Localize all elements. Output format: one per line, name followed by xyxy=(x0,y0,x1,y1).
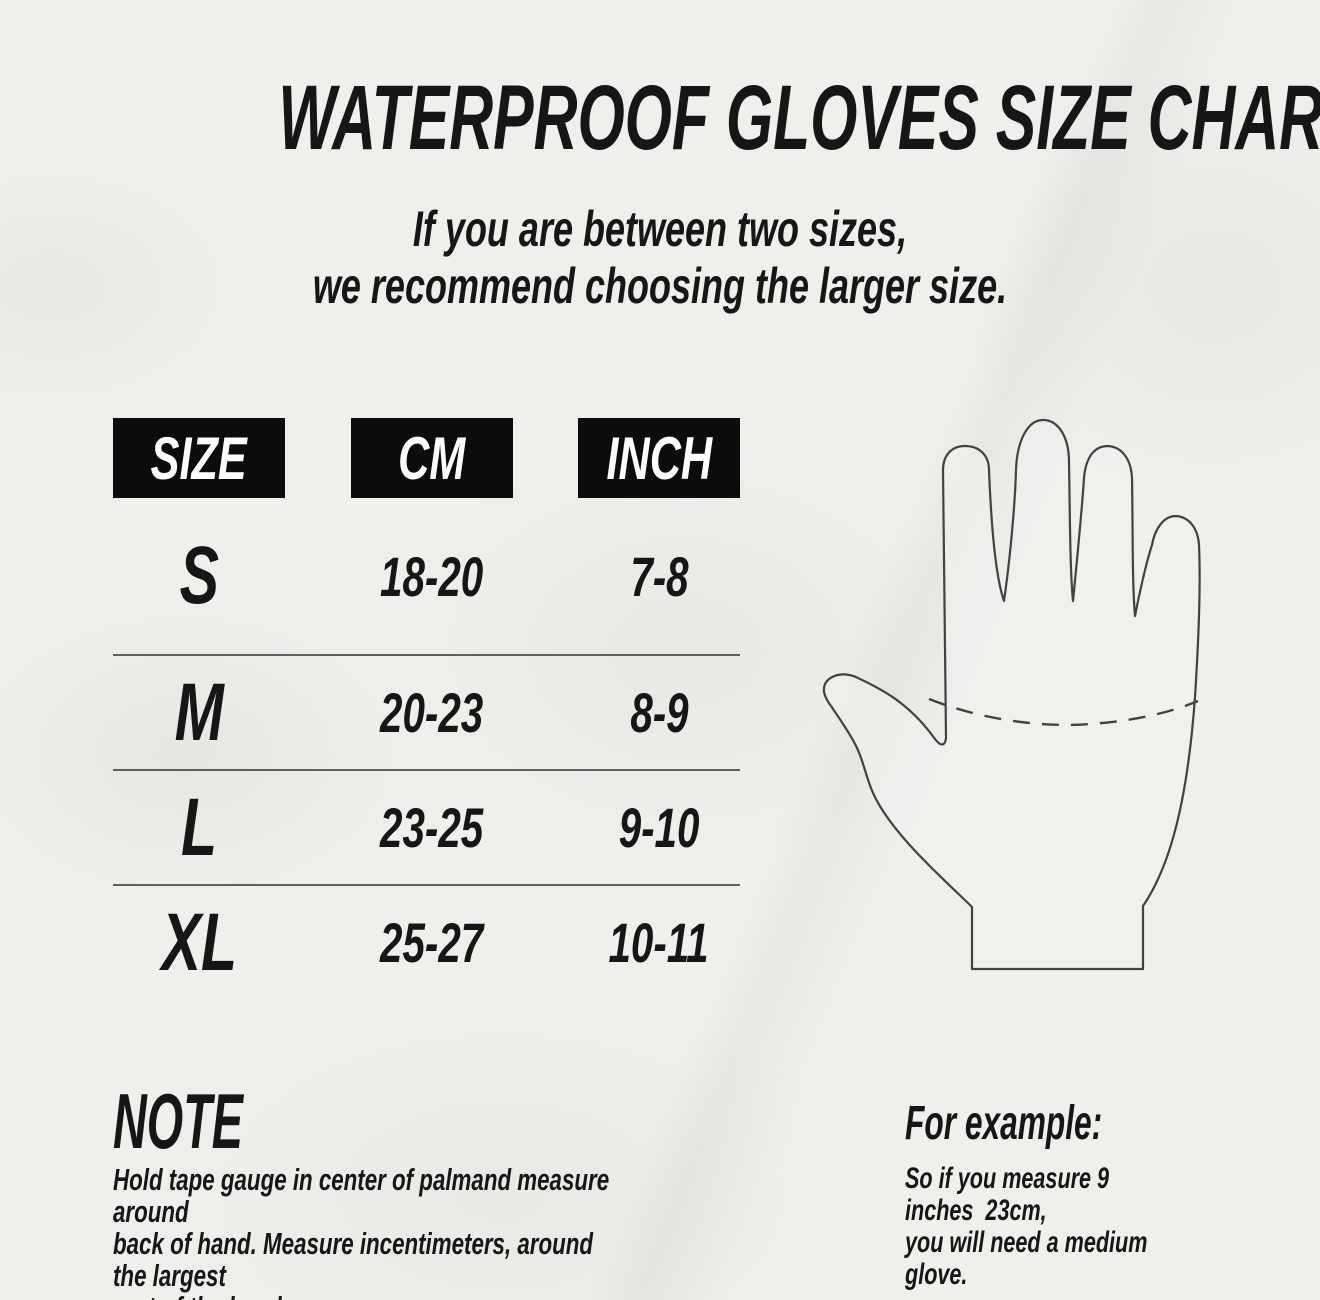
page-title-text: WATERPROOF GLOVES SIZE CHART xyxy=(278,67,1320,169)
table-row-m: M 20-23 8-9 xyxy=(113,656,740,771)
column-header-inch: INCH xyxy=(578,418,740,498)
example-section: For example: So if you measure 9 inches … xyxy=(905,1100,1285,1291)
inch-value-l: 9-10 xyxy=(618,796,700,859)
note-heading: NOTE xyxy=(113,1077,244,1165)
inch-value-s: 7-8 xyxy=(629,544,689,608)
cm-value-s: 18-20 xyxy=(379,544,484,608)
size-label-s: S xyxy=(179,530,219,621)
page-title: WATERPROOF GLOVES SIZE CHART xyxy=(0,72,1320,164)
inch-value-m: 8-9 xyxy=(629,681,689,744)
hand-outline-path xyxy=(822,418,1201,971)
column-header-cm: CM xyxy=(350,418,513,498)
note-line-3: part of the hand. xyxy=(113,1292,617,1300)
subtitle-line-2: we recommend choosing the larger size. xyxy=(312,258,1008,314)
example-line-1: So if you measure 9 inches 23cm, xyxy=(905,1162,1116,1227)
cm-value-xl: 25-27 xyxy=(379,911,484,974)
measurement-dashed-line xyxy=(928,697,1199,727)
hand-outline-icon xyxy=(822,418,1201,971)
note-line-2: back of hand. Measure incentimeters, aro… xyxy=(113,1226,600,1293)
size-label-l: L xyxy=(180,781,218,873)
size-label-m: M xyxy=(174,666,224,758)
subtitle-line-1: If you are between two sizes, xyxy=(412,201,908,257)
example-line-2: you will need a medium glove. xyxy=(905,1226,1154,1291)
cm-value-l: 23-25 xyxy=(379,796,484,859)
cm-value-m: 20-23 xyxy=(379,681,484,744)
note-line-1: Hold tape gauge in center of palmand mea… xyxy=(113,1162,616,1229)
size-label-xl: XL xyxy=(161,896,237,988)
note-section: NOTE Hold tape gauge in center of palman… xyxy=(113,1082,813,1300)
size-table: SIZE CM INCH S 18-20 7-8 M 20-23 8-9 L 2… xyxy=(113,418,740,999)
table-row-l: L 23-25 9-10 xyxy=(113,771,740,886)
size-table-header-row: SIZE CM INCH xyxy=(113,418,740,498)
column-header-size: SIZE xyxy=(113,418,285,498)
inch-value-xl: 10-11 xyxy=(608,911,710,974)
table-row-xl: XL 25-27 10-11 xyxy=(113,886,740,999)
example-heading: For example: xyxy=(905,1097,1103,1150)
subtitle: If you are between two sizes, we recomme… xyxy=(0,201,1320,315)
table-row-s: S 18-20 7-8 xyxy=(113,498,740,656)
